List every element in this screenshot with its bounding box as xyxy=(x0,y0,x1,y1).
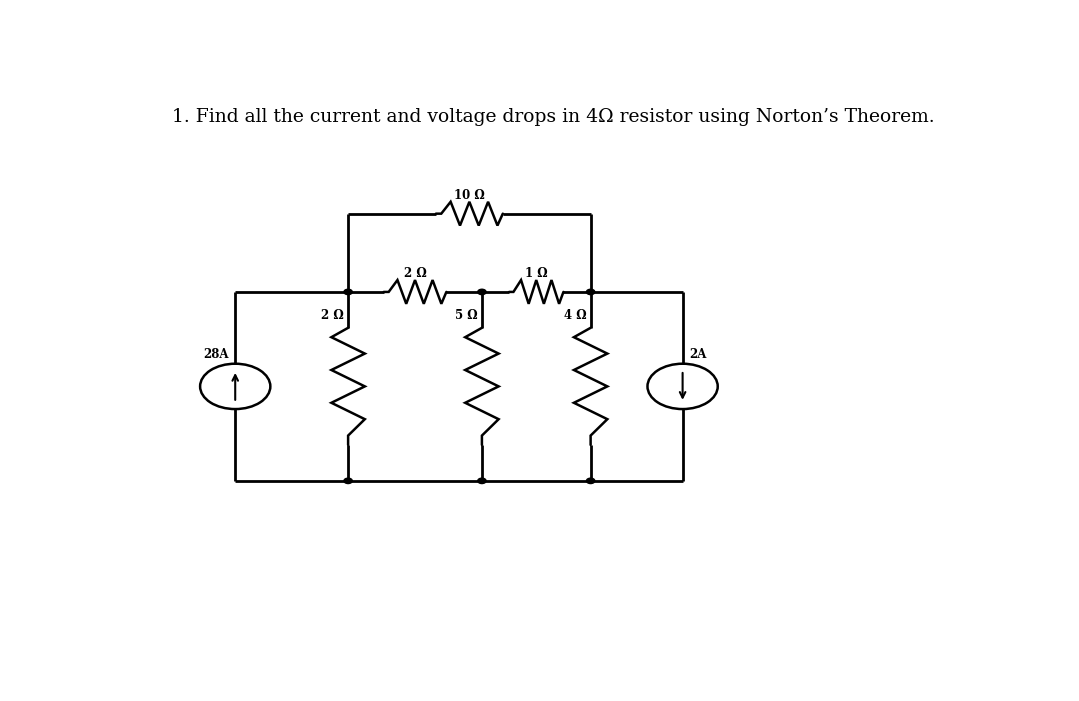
Circle shape xyxy=(344,290,353,294)
Text: 5 Ω: 5 Ω xyxy=(455,309,478,322)
Text: 10 Ω: 10 Ω xyxy=(454,189,484,202)
Circle shape xyxy=(478,478,486,484)
Text: 2 Ω: 2 Ω xyxy=(404,267,426,280)
Text: 1 Ω: 1 Ω xyxy=(525,267,547,280)
Circle shape xyxy=(478,290,486,294)
Text: 2A: 2A xyxy=(689,348,707,361)
Text: 2 Ω: 2 Ω xyxy=(322,309,344,322)
Text: 28A: 28A xyxy=(203,348,229,361)
Circle shape xyxy=(587,478,595,484)
Text: 1. Find all the current and voltage drops in 4Ω resistor using Norton’s Theorem.: 1. Find all the current and voltage drop… xyxy=(172,109,934,126)
Circle shape xyxy=(344,478,353,484)
Circle shape xyxy=(587,290,595,294)
Text: 4 Ω: 4 Ω xyxy=(564,309,587,322)
